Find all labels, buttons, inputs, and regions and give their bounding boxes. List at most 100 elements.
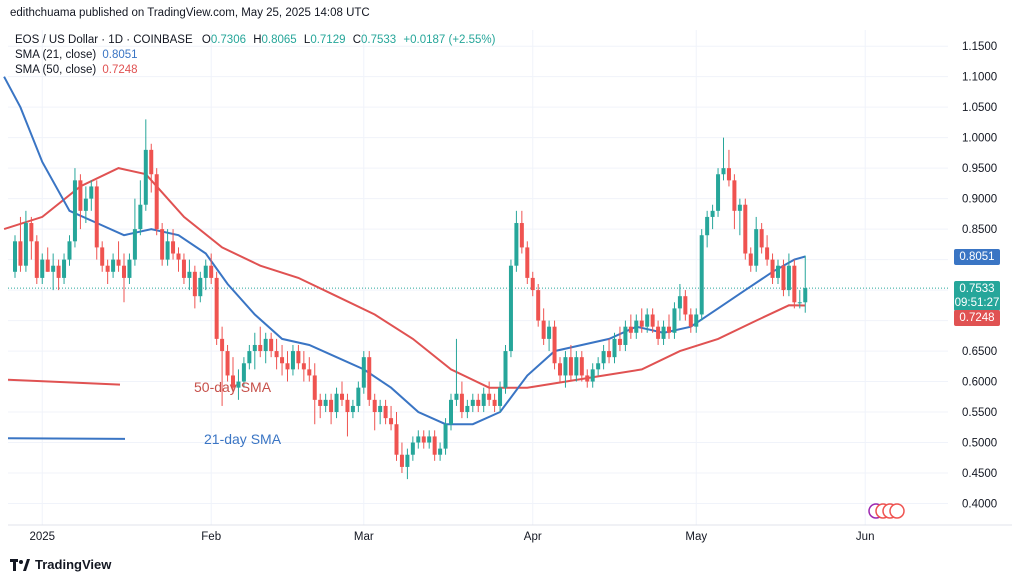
candle-body xyxy=(634,320,639,333)
candle-body xyxy=(781,265,786,291)
candle-body xyxy=(165,241,170,260)
candle-body xyxy=(688,314,693,327)
candle-body xyxy=(617,338,622,345)
x-tick-label: May xyxy=(685,531,707,543)
candle-body xyxy=(438,448,443,455)
candle-body xyxy=(585,375,590,382)
candle-body xyxy=(100,247,105,266)
candle-body xyxy=(470,399,475,406)
candle-body xyxy=(301,363,306,370)
x-tick-label: Feb xyxy=(201,531,221,543)
footer-brand: TradingView xyxy=(35,557,112,572)
candle-body xyxy=(754,229,759,266)
candle-body xyxy=(487,393,492,400)
candle-body xyxy=(378,405,383,413)
x-tick-label: Apr xyxy=(524,531,542,543)
candle-body xyxy=(176,253,181,260)
candle-body xyxy=(748,253,753,266)
candle-body xyxy=(765,247,770,260)
open-value: 0.7306 xyxy=(210,34,246,46)
sma21-legend-value: 0.8051 xyxy=(102,49,138,61)
candle-body xyxy=(399,454,404,467)
candle-body xyxy=(367,357,372,400)
candle-body xyxy=(225,351,230,376)
sma50-line xyxy=(3,167,806,389)
sma50-legend[interactable]: SMA (50, close) 0.7248 xyxy=(15,64,138,76)
candle-body xyxy=(356,387,361,406)
candle-body xyxy=(459,393,464,413)
close-label: C xyxy=(352,34,362,46)
candle-body xyxy=(18,241,23,266)
high-label: H xyxy=(253,34,262,46)
sma21-line xyxy=(3,76,806,426)
candle-body xyxy=(541,320,546,339)
y-tick-label: 0.4500 xyxy=(962,468,997,480)
candle-body xyxy=(667,326,671,333)
sma21-annotation-line xyxy=(7,437,126,440)
candle-body xyxy=(792,265,797,303)
candle-body xyxy=(710,210,715,217)
candle-body xyxy=(181,259,186,278)
candle-body xyxy=(263,338,268,352)
candle-body xyxy=(231,375,235,388)
candle-body xyxy=(547,326,552,339)
candle-body xyxy=(154,174,159,230)
candle-body xyxy=(143,149,148,205)
candle-body xyxy=(574,357,579,376)
candle-body xyxy=(786,265,791,291)
candle-body xyxy=(236,381,241,388)
tradingview-footer[interactable]: TradingView xyxy=(10,557,111,572)
candle-body xyxy=(432,436,437,455)
candle-body xyxy=(149,149,154,175)
candle-body xyxy=(13,241,17,272)
event-badge-icon xyxy=(889,503,905,519)
sma50-annotation: 50-day SMA xyxy=(194,379,272,395)
candle-body xyxy=(312,375,317,400)
symbol-legend: EOS / US Dollar · 1D · COINBASE O0.7306 … xyxy=(15,34,495,46)
candle-body xyxy=(705,216,710,236)
candle-body xyxy=(361,357,366,388)
candle-body xyxy=(465,405,470,413)
candle-body xyxy=(187,271,192,278)
candle-body xyxy=(661,326,666,339)
candle-body xyxy=(340,393,344,400)
candle-body xyxy=(94,186,99,248)
y-tick-label: 0.6500 xyxy=(962,346,997,358)
candle-body xyxy=(83,198,88,211)
candle-body xyxy=(770,259,775,278)
candle-body xyxy=(803,288,808,303)
candle-body xyxy=(721,168,726,175)
candle-body xyxy=(612,338,617,358)
candle-body xyxy=(62,259,67,278)
candle-body xyxy=(427,436,432,443)
sma50-price-tag: 0.7248 xyxy=(954,310,1000,326)
candle-body xyxy=(726,168,731,181)
sma50-annotation-line xyxy=(7,378,121,386)
candle-body xyxy=(132,229,137,260)
candle-body xyxy=(329,399,334,413)
candle-body xyxy=(138,204,143,230)
candle-body xyxy=(498,387,503,406)
y-tick-label: 0.8500 xyxy=(962,224,997,236)
candle-body xyxy=(274,351,279,358)
candle-body xyxy=(258,344,263,352)
publish-info: edithchuama published on TradingView.com… xyxy=(10,7,370,19)
candle-body xyxy=(656,326,661,339)
sma21-legend-label: SMA (21, close) xyxy=(15,49,97,61)
y-tick-label: 0.4000 xyxy=(962,499,997,511)
candle-body xyxy=(476,399,481,406)
candle-body xyxy=(127,259,132,278)
symbol-name: EOS / US Dollar · 1D · COINBASE xyxy=(15,34,193,46)
candle-body xyxy=(454,393,459,400)
candle-body xyxy=(203,265,208,278)
candle-body xyxy=(383,405,388,419)
y-tick-label: 1.1500 xyxy=(962,41,997,53)
candle-body xyxy=(198,277,203,297)
y-tick-label: 1.0000 xyxy=(962,133,997,145)
candle-body xyxy=(67,241,72,260)
candle-body xyxy=(563,357,568,376)
candle-body xyxy=(45,259,50,272)
sma21-legend[interactable]: SMA (21, close) 0.8051 xyxy=(15,49,138,61)
candle-body xyxy=(29,223,34,242)
